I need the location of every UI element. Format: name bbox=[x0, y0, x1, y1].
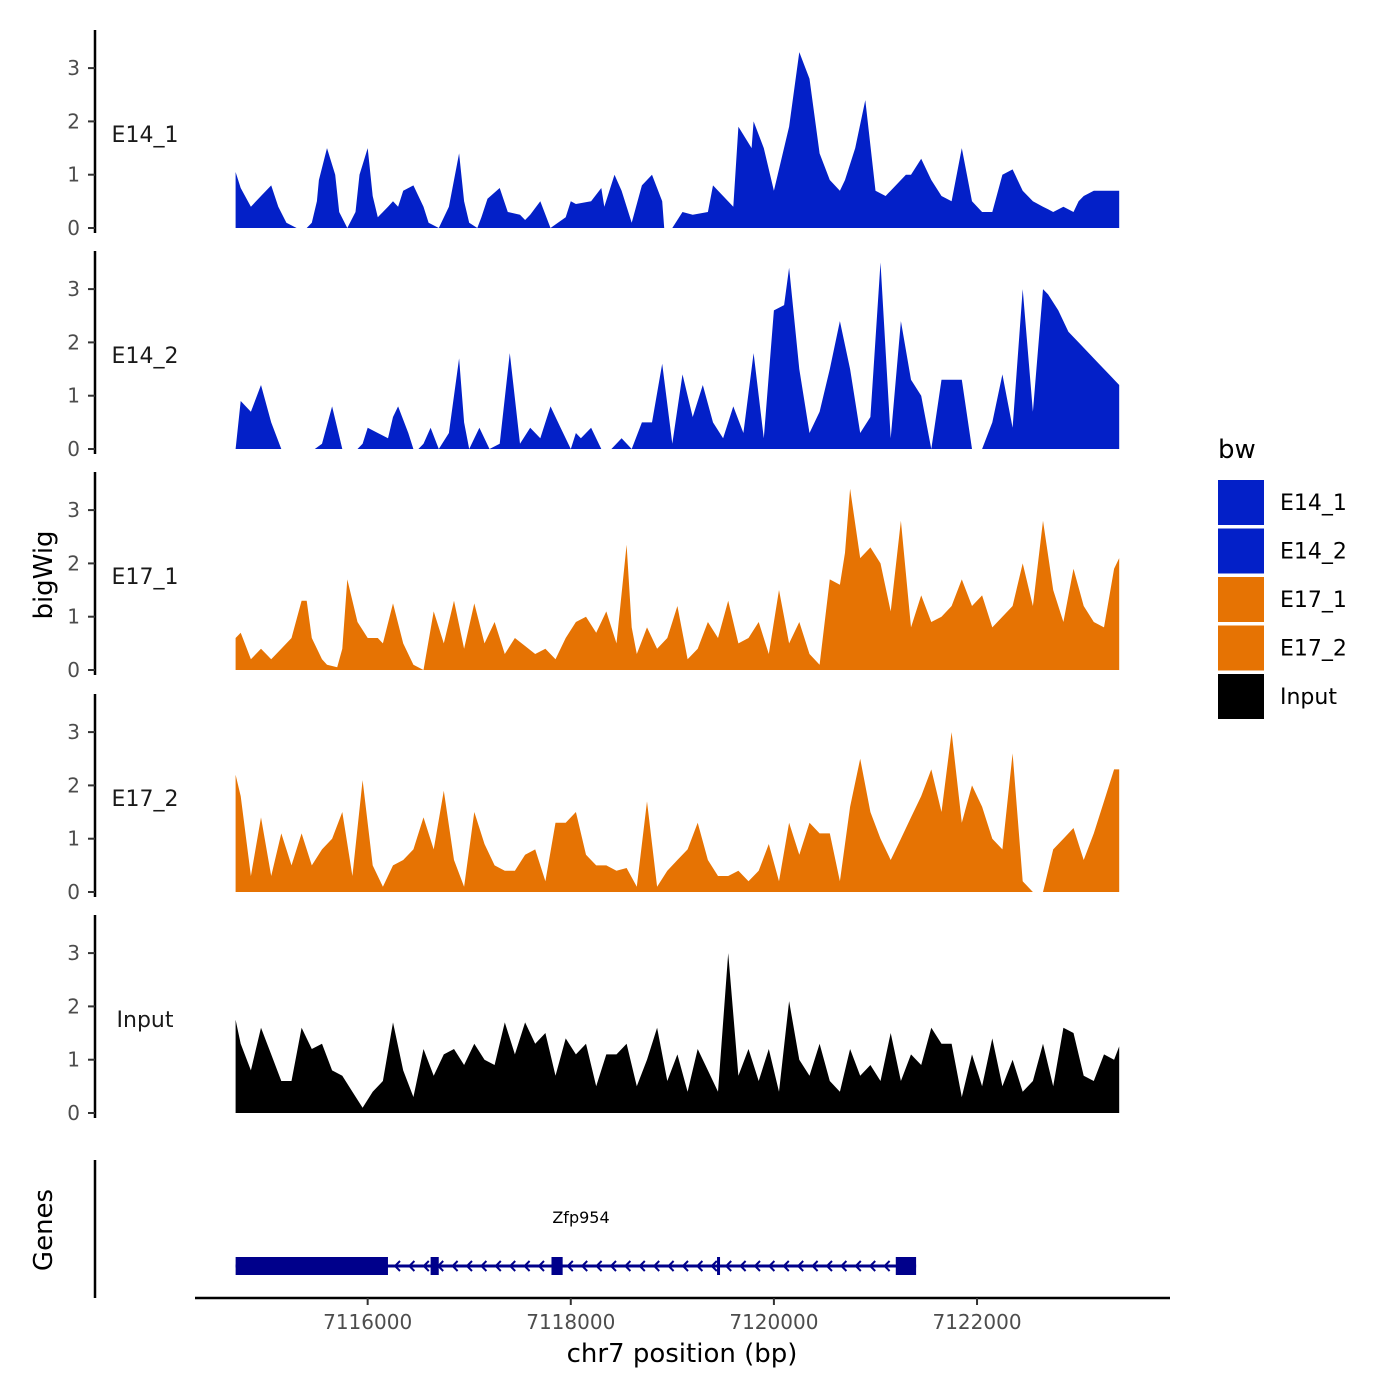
genes-panel-title: Genes bbox=[29, 1189, 59, 1271]
strand-arrow bbox=[825, 1260, 833, 1272]
strand-arrow bbox=[523, 1260, 531, 1272]
strand-arrow bbox=[883, 1260, 891, 1272]
strand-arrow bbox=[868, 1260, 876, 1272]
strand-arrow bbox=[753, 1260, 761, 1272]
legend-label: E17_2 bbox=[1280, 637, 1347, 662]
y-tick-label: 3 bbox=[67, 720, 80, 744]
track-e14-2: 0 1 2 3 E14_2 bbox=[67, 251, 1120, 461]
track-label: E17_2 bbox=[112, 787, 179, 812]
gene-exon bbox=[895, 1257, 917, 1275]
strand-arrow bbox=[609, 1260, 617, 1272]
legend-swatch bbox=[1218, 625, 1264, 671]
legend-swatch bbox=[1218, 577, 1264, 622]
track-label: E14_2 bbox=[112, 344, 179, 369]
legend-label: Input bbox=[1280, 685, 1337, 710]
y-tick-label: 2 bbox=[67, 109, 80, 133]
legend-title: bw bbox=[1218, 435, 1256, 465]
legend-label: E17_1 bbox=[1280, 588, 1347, 613]
gene-exon bbox=[235, 1257, 388, 1275]
y-tick-label: 0 bbox=[67, 880, 80, 904]
strand-arrow bbox=[796, 1260, 804, 1272]
area-e14-2 bbox=[235, 262, 1120, 449]
strand-arrow bbox=[854, 1260, 862, 1272]
track-label: E14_1 bbox=[112, 123, 179, 148]
strand-arrow bbox=[767, 1260, 776, 1272]
strand-arrow bbox=[695, 1260, 704, 1272]
y-tick-label: 1 bbox=[67, 605, 80, 629]
gene-exon bbox=[551, 1257, 563, 1275]
track-panels: 0 1 2 3 E14_1 0 1 2 3 E14_2 0 1 2 3 E17_1 0 1 2 3 E17_2 0 1 2 3… bbox=[67, 30, 1120, 1125]
track-input: 0 1 2 3 Input bbox=[67, 915, 1120, 1125]
y-tick-label: 1 bbox=[67, 1048, 80, 1072]
y-tick-label: 2 bbox=[67, 994, 80, 1018]
strand-arrow bbox=[839, 1260, 848, 1272]
legend: bw E14_1 E14_2 E17_1 E17_2 Input bbox=[1218, 435, 1347, 719]
y-tick-label: 0 bbox=[67, 216, 80, 240]
y-tick-label: 1 bbox=[67, 827, 80, 851]
y-axis-title: bigWig bbox=[29, 530, 59, 619]
strand-arrow bbox=[811, 1260, 819, 1272]
y-tick-label: 3 bbox=[67, 56, 80, 80]
strand-arrow bbox=[782, 1260, 790, 1272]
x-axis-title: chr7 position (bp) bbox=[567, 1339, 798, 1369]
area-input bbox=[235, 953, 1120, 1113]
y-tick-label: 3 bbox=[67, 498, 80, 522]
track-e17-2: 0 1 2 3 E17_2 bbox=[67, 694, 1120, 904]
legend-swatch bbox=[1218, 480, 1264, 525]
strand-arrow bbox=[479, 1260, 488, 1272]
x-tick-label: 7116000 bbox=[323, 1310, 412, 1334]
gene-label: Zfp954 bbox=[552, 1208, 609, 1227]
x-axis: chr7 position (bp) 7116000 7118000 7120000… bbox=[195, 1296, 1170, 1369]
strand-arrow bbox=[595, 1260, 603, 1272]
y-tick-label: 1 bbox=[67, 163, 80, 187]
y-tick-label: 3 bbox=[67, 941, 80, 965]
strand-arrow bbox=[422, 1260, 430, 1272]
area-e17-2 bbox=[235, 732, 1120, 892]
strand-arrow bbox=[681, 1260, 689, 1272]
strand-arrow bbox=[739, 1260, 747, 1272]
y-tick-label: 0 bbox=[67, 1101, 80, 1125]
y-tick-label: 0 bbox=[67, 658, 80, 682]
y-tick-label: 0 bbox=[67, 437, 80, 461]
gene-exon bbox=[717, 1257, 721, 1275]
y-tick-label: 1 bbox=[67, 384, 80, 408]
area-e14-1 bbox=[235, 52, 1120, 228]
legend-swatch bbox=[1218, 674, 1264, 719]
strand-arrow bbox=[566, 1260, 574, 1272]
legend-label: E14_1 bbox=[1280, 491, 1347, 516]
y-tick-label: 2 bbox=[67, 330, 80, 354]
y-tick-label: 3 bbox=[67, 277, 80, 301]
y-tick-label: 2 bbox=[67, 551, 80, 575]
area-e17-1 bbox=[235, 488, 1120, 670]
strand-arrow bbox=[652, 1260, 660, 1272]
strand-arrow bbox=[710, 1260, 718, 1272]
strand-arrow bbox=[407, 1260, 416, 1272]
strand-arrow bbox=[580, 1260, 588, 1272]
track-label: E17_1 bbox=[112, 565, 179, 590]
strand-arrow bbox=[623, 1260, 632, 1272]
strand-arrow bbox=[393, 1260, 401, 1272]
strand-arrow bbox=[508, 1260, 516, 1272]
strand-arrow bbox=[494, 1260, 502, 1272]
track-e14-1: 0 1 2 3 E14_1 bbox=[67, 30, 1120, 240]
x-tick-label: 7120000 bbox=[729, 1310, 818, 1334]
strand-arrow bbox=[667, 1260, 675, 1272]
strand-arrow bbox=[465, 1260, 473, 1272]
y-tick-label: 2 bbox=[67, 773, 80, 797]
legend-swatch bbox=[1218, 528, 1264, 574]
genes-panel: Genes Zfp954 bbox=[29, 1160, 917, 1298]
track-label: Input bbox=[117, 1008, 174, 1033]
track-e17-1: 0 1 2 3 E17_1 bbox=[67, 472, 1120, 682]
strand-arrow bbox=[638, 1260, 646, 1272]
x-tick-label: 7122000 bbox=[932, 1310, 1021, 1334]
strand-arrow bbox=[724, 1260, 732, 1272]
strand-arrow bbox=[537, 1260, 545, 1272]
gene-exon bbox=[430, 1257, 439, 1275]
strand-arrow bbox=[451, 1260, 459, 1272]
legend-label: E14_2 bbox=[1280, 540, 1347, 565]
x-tick-label: 7118000 bbox=[526, 1310, 615, 1334]
